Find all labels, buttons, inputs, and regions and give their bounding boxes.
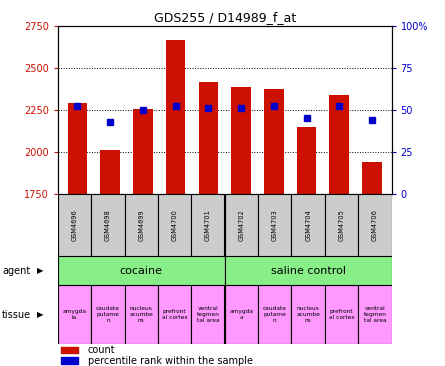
Bar xyxy=(101,150,120,366)
Bar xyxy=(198,82,218,366)
Text: count: count xyxy=(88,345,116,355)
Bar xyxy=(91,285,125,344)
Text: cocaine: cocaine xyxy=(120,266,163,276)
Text: GSM4696: GSM4696 xyxy=(72,209,77,241)
Text: percentile rank within the sample: percentile rank within the sample xyxy=(88,355,253,366)
Bar xyxy=(158,194,191,256)
Bar xyxy=(358,194,392,256)
Bar xyxy=(325,285,358,344)
Text: caudate
putame
n: caudate putame n xyxy=(96,306,120,323)
Text: ventral
tegmen
tal area: ventral tegmen tal area xyxy=(364,306,386,323)
Bar xyxy=(191,285,225,344)
Text: GSM4700: GSM4700 xyxy=(172,209,178,241)
Bar xyxy=(58,285,91,344)
Bar xyxy=(191,194,225,256)
Bar xyxy=(158,285,191,344)
Text: nucleus
acumbe
ns: nucleus acumbe ns xyxy=(129,306,153,323)
Text: nucleus
acumbe
ns: nucleus acumbe ns xyxy=(296,306,320,323)
Text: GSM4705: GSM4705 xyxy=(339,209,344,241)
Bar xyxy=(125,285,158,344)
Bar xyxy=(225,256,392,285)
Bar xyxy=(58,256,225,285)
Bar xyxy=(258,194,291,256)
Bar xyxy=(329,95,349,366)
Text: prefront
al cortex: prefront al cortex xyxy=(162,309,187,320)
Text: amygda
a: amygda a xyxy=(230,309,253,320)
Text: GSM4704: GSM4704 xyxy=(305,209,311,241)
Text: GSM4698: GSM4698 xyxy=(105,209,111,241)
Text: GSM4701: GSM4701 xyxy=(205,209,211,241)
Bar xyxy=(61,357,78,364)
Text: GSM4703: GSM4703 xyxy=(272,209,278,241)
Bar xyxy=(291,194,325,256)
Bar xyxy=(325,194,358,256)
Bar xyxy=(291,285,325,344)
Bar xyxy=(91,194,125,256)
Bar xyxy=(58,194,91,256)
Bar xyxy=(258,285,291,344)
Text: amygda
la: amygda la xyxy=(63,309,86,320)
Text: GSM4702: GSM4702 xyxy=(239,209,244,241)
Bar xyxy=(358,285,392,344)
Bar xyxy=(231,87,251,366)
Text: GSM4699: GSM4699 xyxy=(138,209,144,241)
Bar xyxy=(125,194,158,256)
Bar xyxy=(225,285,258,344)
Bar xyxy=(362,162,382,366)
Bar xyxy=(264,89,283,366)
Text: agent: agent xyxy=(2,266,30,276)
Title: GDS255 / D14989_f_at: GDS255 / D14989_f_at xyxy=(154,11,296,25)
Text: prefront
al cortex: prefront al cortex xyxy=(329,309,354,320)
Text: ventral
tegmen
tal area: ventral tegmen tal area xyxy=(197,306,219,323)
Bar xyxy=(225,194,258,256)
Bar xyxy=(297,127,316,366)
Text: tissue: tissue xyxy=(2,310,31,320)
Bar xyxy=(133,109,153,366)
Bar xyxy=(61,347,78,353)
Bar xyxy=(68,103,87,366)
Text: GSM4706: GSM4706 xyxy=(372,209,378,241)
Text: ▶: ▶ xyxy=(36,310,43,319)
Bar xyxy=(166,40,186,366)
Text: ▶: ▶ xyxy=(36,266,43,275)
Text: saline control: saline control xyxy=(271,266,346,276)
Text: caudate
putame
n: caudate putame n xyxy=(263,306,287,323)
